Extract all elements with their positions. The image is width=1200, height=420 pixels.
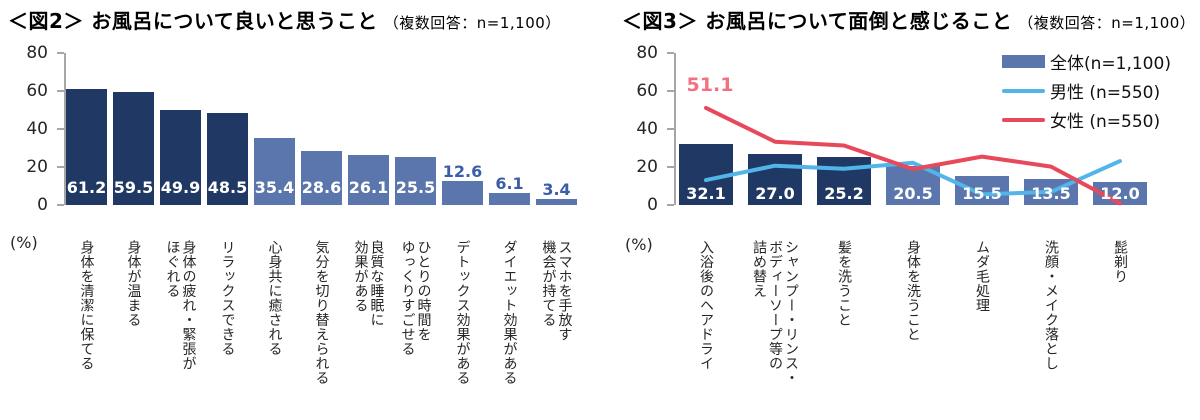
figure3-title: ＜図3＞ お風呂について面倒と感じること （複数回答：n=1,100）	[622, 5, 1195, 34]
bar-value-label: 25.2	[824, 184, 864, 203]
bar-value-label: 27.0	[755, 184, 795, 203]
bar	[113, 91, 154, 205]
category-label: 身体を洗うこと	[905, 240, 921, 342]
y-axis-tick	[667, 166, 674, 168]
bar	[348, 155, 389, 205]
legend-row-total: 全体(n=1,100)	[1002, 47, 1171, 76]
bar-value-label: 59.5	[113, 178, 154, 197]
y-axis-tick	[667, 52, 674, 54]
y-axis-tick-label: 80	[26, 43, 48, 63]
female-point-label: 51.1	[686, 74, 734, 96]
y-axis-tick-label: 0	[647, 195, 658, 215]
category-label: 髪を洗うこと	[836, 240, 852, 327]
category-label: 髭剃り	[1112, 240, 1128, 284]
bar-value-label: 12.0	[1100, 184, 1140, 203]
category-label: 身体が温まる	[125, 240, 142, 327]
figure2-unit-label: (%)	[10, 233, 38, 252]
y-axis-tick	[667, 90, 674, 92]
bar	[66, 88, 107, 206]
bar-value-label: 49.9	[160, 178, 201, 197]
category-label: ムダ毛処理	[974, 240, 990, 313]
category-label: 身体を清潔に保てる	[78, 240, 95, 371]
category-label: スマホを手放す 機会が持てる	[540, 240, 573, 342]
y-axis-tick-label: 20	[26, 157, 48, 177]
figure2-title-note: （複数回答：n=1,100）	[383, 14, 561, 32]
y-axis-tick-label: 80	[636, 43, 658, 63]
figure3-title-text: ＜図3＞ お風呂について面倒と感じること	[622, 9, 1013, 33]
bar	[207, 112, 248, 205]
category-label: 心身共に癒される	[266, 240, 283, 356]
y-axis-tick-label: 40	[26, 119, 48, 139]
category-label: 入浴後のヘアドライ	[698, 240, 714, 371]
bar	[489, 193, 530, 205]
y-axis-line	[674, 53, 676, 205]
y-axis-tick	[667, 128, 674, 130]
y-axis-tick-label: 60	[26, 81, 48, 101]
category-label: リラックスできる	[219, 240, 236, 356]
category-label: デトックス効果がある	[454, 240, 471, 385]
y-axis-tick-label: 0	[37, 195, 48, 215]
figure3-title-note: （複数回答：n=1,100）	[1018, 14, 1196, 32]
y-axis-tick	[57, 166, 64, 168]
bar	[536, 198, 577, 206]
category-label: 良質な睡眠に 効果がある	[352, 240, 385, 327]
category-label: 気分を切り替えられる	[313, 240, 330, 385]
bar-value-label: 25.5	[395, 178, 436, 197]
y-axis-tick	[57, 128, 64, 130]
legend-female-label: 女性 (n=550)	[1050, 112, 1161, 132]
legend-row-female: 女性 (n=550)	[1002, 105, 1171, 134]
legend-row-male: 男性 (n=550)	[1002, 76, 1171, 105]
figure2-title: ＜図2＞ お風呂について良いと思うこと （複数回答：n=1,100）	[8, 5, 561, 34]
figure3-unit-label: (%)	[625, 235, 653, 254]
bar-value-label: 35.4	[254, 178, 295, 197]
y-axis-tick-label: 40	[636, 119, 658, 139]
bar	[254, 137, 295, 206]
bar-value-label: 3.4	[542, 179, 571, 199]
bar-value-label: 26.1	[348, 178, 389, 197]
legend-total-swatch	[1002, 55, 1045, 68]
legend-female-swatch	[1002, 117, 1045, 122]
figure3-legend: 全体(n=1,100) 男性 (n=550) 女性 (n=550)	[1002, 47, 1171, 134]
bar	[442, 181, 483, 205]
legend-total-label: 全体(n=1,100)	[1050, 54, 1171, 74]
category-label: ひとりの時間を ゆっくりすごせる	[399, 240, 432, 356]
figure2-title-text: ＜図2＞ お風呂について良いと思うこと	[8, 9, 378, 33]
bar	[160, 110, 201, 205]
y-axis-tick	[57, 204, 64, 206]
y-axis-tick	[57, 90, 64, 92]
bar-value-label: 20.5	[893, 184, 933, 203]
y-axis-tick-label: 20	[636, 157, 658, 177]
y-axis-tick-label: 60	[636, 81, 658, 101]
y-axis-tick	[667, 204, 674, 206]
bar	[395, 156, 436, 205]
bar-value-label: 15.5	[962, 184, 1002, 203]
y-axis-line	[64, 53, 66, 205]
legend-male-label: 男性 (n=550)	[1050, 83, 1161, 103]
legend-male-swatch	[1002, 88, 1045, 93]
bar-value-label: 13.5	[1031, 184, 1071, 203]
category-label: 身体の疲れ・緊張が ほぐれる	[164, 240, 197, 371]
y-axis-tick	[57, 52, 64, 54]
category-label: ダイエット効果がある	[501, 240, 518, 385]
bar-value-label: 12.6	[442, 162, 483, 182]
bar-value-label: 32.1	[686, 184, 726, 203]
category-label: 洗顔・メイク落とし	[1043, 240, 1059, 371]
category-label: シャンプー・リンス・ ボディーソープ等の 詰め替え	[751, 240, 799, 385]
bar-value-label: 28.6	[301, 178, 342, 197]
bar-value-label: 48.5	[207, 178, 248, 197]
bar-value-label: 61.2	[66, 178, 107, 197]
bar-value-label: 6.1	[495, 174, 524, 194]
bar	[301, 150, 342, 205]
